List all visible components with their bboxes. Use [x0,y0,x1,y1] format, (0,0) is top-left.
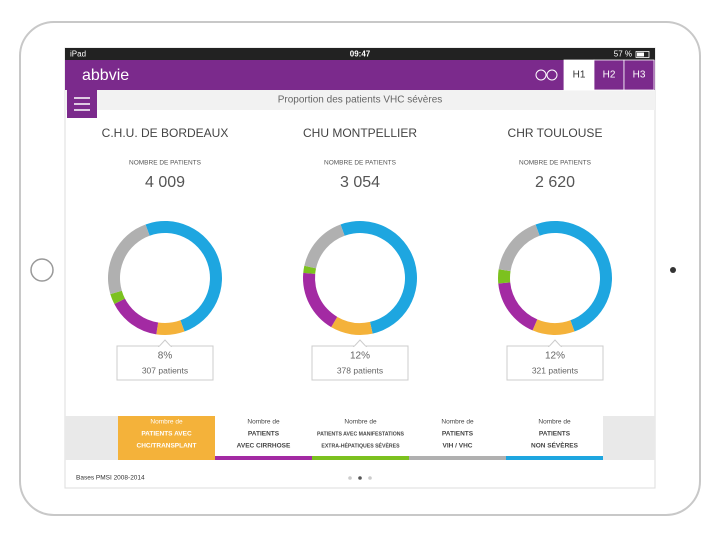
header-tab[interactable] [623,59,655,91]
donut-segment [498,269,511,284]
category-tab-label: NON SÉVÈRES [531,441,579,450]
battery-level [637,52,644,57]
header-tab-label: H2 [603,70,616,81]
category-tab-strip [215,456,312,460]
hospital-name: CHU MONTPELLIER [303,126,417,140]
category-tab-label: Nombre de [344,419,377,426]
display [64,47,656,489]
donut-segment [532,319,575,336]
callout-box [311,345,409,381]
page-subtitle: Proportion des patients VHC sévères [278,95,443,106]
category-tab[interactable] [215,416,312,460]
category-tab-label: VIH / VHC [443,443,473,450]
donut-segment [110,290,125,305]
nav-back[interactable] [546,69,558,81]
donut-segment [108,224,150,295]
subtitle-bar [65,90,655,110]
category-tab-label: Nombre de [150,419,183,426]
hospital-name: CHR TOULOUSE [508,126,603,140]
donut-segment [535,221,612,332]
donut-segment [114,298,159,335]
clock: 09:47 [350,50,371,59]
donut-segment [498,282,538,331]
hospital-name: C.H.U. DE BORDEAUX [102,126,229,140]
battery-label: 57 % [614,50,632,59]
callout-percent: 8% [158,351,173,362]
category-tab[interactable] [506,416,603,460]
category-tab-label: EXTRA-HÉPATIQUES SÉVÈRES [321,441,400,449]
nav-forward[interactable] [535,69,547,81]
device-label: iPad [70,50,86,59]
donut-segment [145,221,222,332]
category-tab-label: Nombre de [538,419,571,426]
header-tab-label: H1 [573,70,586,81]
category-tab-strip [118,456,215,460]
category-tab-label: PATIENTS [442,431,474,438]
count-label: NOMBRE DE PATIENTS [129,160,202,167]
category-tab-label: Nombre de [247,419,280,426]
donut-segment [331,316,373,336]
category-tab[interactable] [118,416,215,460]
patient-count: 4 009 [145,174,185,191]
category-tab-label: CHC/TRANSPLANT [137,443,197,450]
donut-segment [156,320,185,335]
patient-count: 3 054 [340,174,380,191]
category-tab-label: Nombre de [441,419,474,426]
count-label: NOMBRE DE PATIENTS [519,160,592,167]
page-dot[interactable] [358,476,362,480]
category-tab-label: PATIENTS [539,431,571,438]
page-dot[interactable] [368,476,372,480]
header-tab-label: H3 [633,70,646,81]
patient-count: 2 620 [535,174,575,191]
callout-patients: 321 patients [532,365,578,375]
category-tab-strip [409,456,506,460]
category-tab-label: PATIENTS AVEC [141,431,192,438]
home-button[interactable] [30,258,54,282]
category-tab-label: PATIENTS [248,431,280,438]
camera [670,267,676,273]
footer-note: Bases PMSI 2008-2014 [76,475,145,482]
callout-percent: 12% [545,351,565,362]
callout-patients: 307 patients [142,365,188,375]
callout-box [506,345,604,381]
count-label: NOMBRE DE PATIENTS [324,160,397,167]
status-bar [65,48,655,60]
donut-segment [303,272,338,328]
category-tab[interactable] [312,416,409,460]
menu-icon [74,97,90,111]
category-tab-label: PATIENTS AVEC MANIFESTATIONS [317,431,404,437]
category-tab-strip [312,456,409,460]
category-tab-label: AVEC CIRRHOSE [237,443,291,450]
page-dot[interactable] [348,476,352,480]
header-tab[interactable] [593,59,625,91]
donut-segment [340,221,417,334]
category-tab[interactable] [409,416,506,460]
logo: abbvie [82,67,129,84]
donut-segment [498,224,540,272]
donut-segment [304,224,345,269]
callout-box [116,345,214,381]
battery-icon [635,51,650,58]
callout-percent: 12% [350,351,370,362]
donut-segment [303,265,317,274]
category-tab-strip [506,456,603,460]
callout-patients: 378 patients [337,365,383,375]
